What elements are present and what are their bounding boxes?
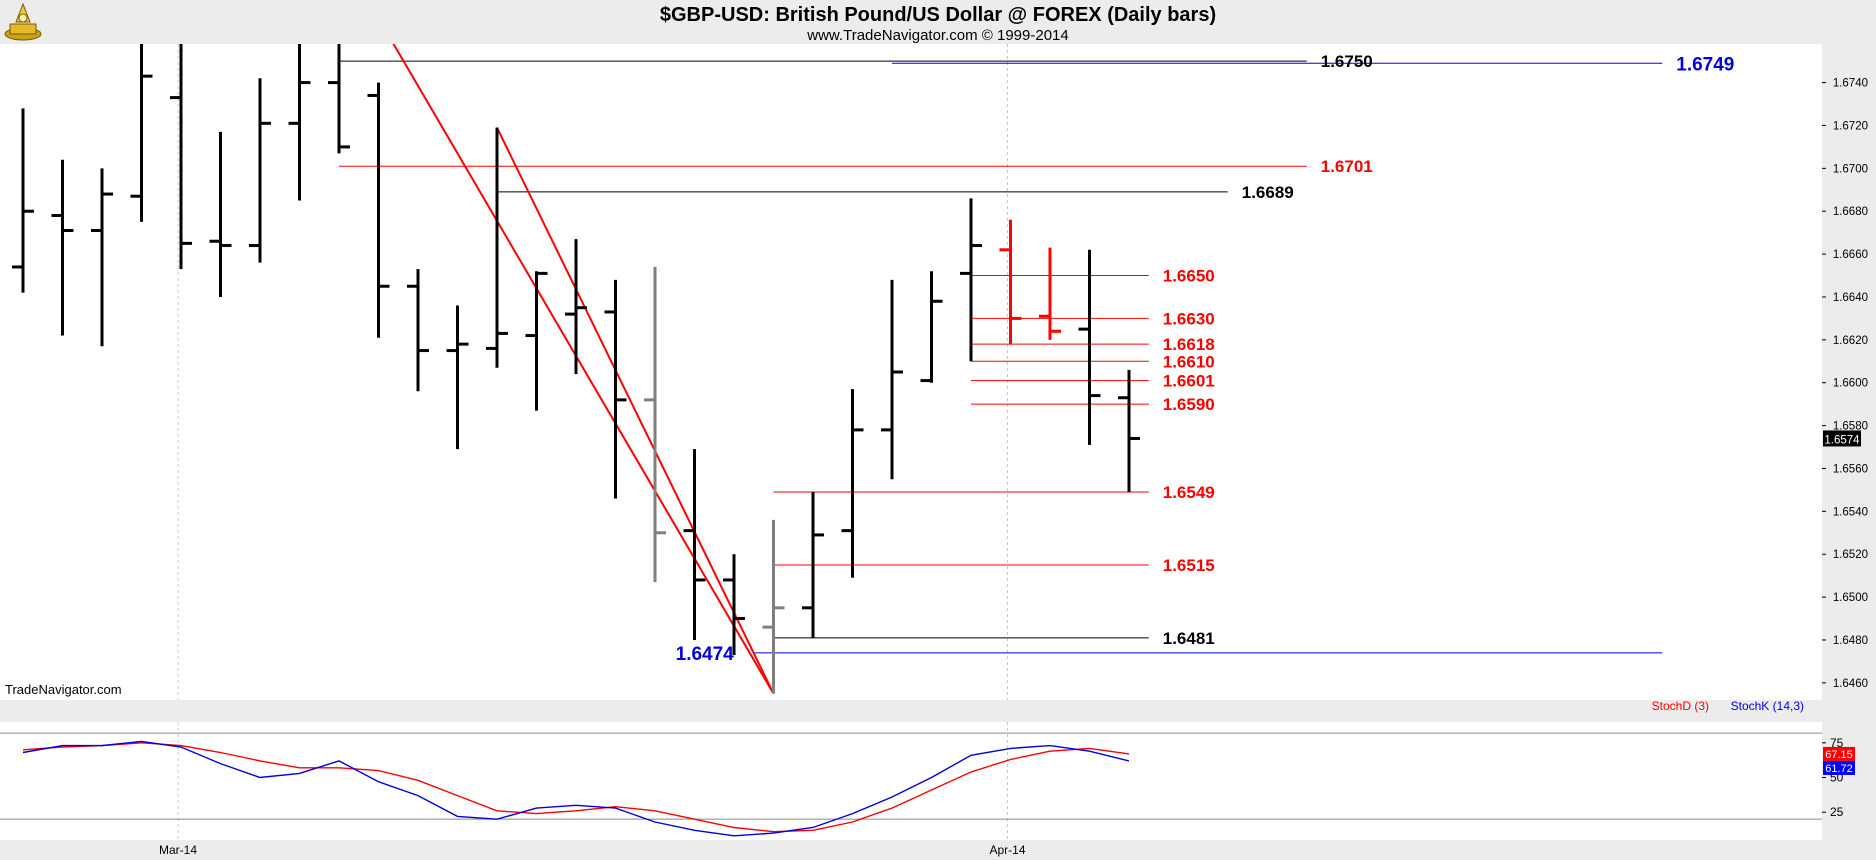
trade-navigator-logo-icon bbox=[4, 2, 42, 41]
price-level-label: 1.6515 bbox=[1163, 556, 1215, 575]
ohlc-bar bbox=[1118, 369, 1140, 493]
last-price-tag bbox=[1823, 430, 1861, 447]
ohlc-bar bbox=[881, 279, 903, 480]
y-tick-label: 1.6620 bbox=[1833, 335, 1868, 347]
ohlc-bar bbox=[565, 239, 587, 375]
y-tick-label: 1.6460 bbox=[1833, 678, 1868, 690]
y-tick-label: 1.6500 bbox=[1833, 592, 1868, 604]
ohlc-bar bbox=[249, 78, 271, 263]
stoch-legend-d: StochD (3) bbox=[1652, 699, 1709, 713]
title-block: $GBP-USD: British Pound/US Dollar @ FORE… bbox=[0, 0, 1876, 44]
x-tick-label: Apr-14 bbox=[989, 843, 1025, 857]
price-level-label: 1.6590 bbox=[1163, 395, 1215, 414]
ohlc-bar bbox=[130, 44, 153, 222]
ohlc-bar bbox=[91, 168, 113, 347]
ohlc-bar bbox=[604, 279, 627, 499]
x-tick-label: Mar-14 bbox=[159, 843, 197, 857]
price-level-label: 1.6701 bbox=[1321, 157, 1373, 176]
chart-title: $GBP-USD: British Pound/US Dollar @ FORE… bbox=[659, 4, 1217, 26]
ohlc-bar bbox=[51, 159, 74, 336]
y-tick-label: 1.6480 bbox=[1833, 635, 1868, 647]
ohlc-bar bbox=[486, 127, 508, 368]
trend-line bbox=[496, 127, 775, 695]
stoch-d-value-label: 67.15 bbox=[1825, 749, 1853, 761]
ohlc-bar bbox=[1039, 247, 1061, 340]
price-level-label: 1.6630 bbox=[1163, 309, 1215, 328]
y-tick-label: 1.6600 bbox=[1833, 378, 1868, 390]
ohlc-bar bbox=[802, 492, 824, 638]
ohlc-bar bbox=[999, 219, 1022, 345]
stoch-line-k bbox=[22, 740, 1130, 837]
y-tick-label: 1.6640 bbox=[1833, 292, 1868, 304]
y-tick-label: 1.6680 bbox=[1833, 206, 1868, 218]
ohlc-bar bbox=[367, 82, 390, 338]
price-level-label: 1.6750 bbox=[1321, 52, 1373, 71]
price-level-label: 1.6689 bbox=[1242, 183, 1294, 202]
y-tick-label: 1.6740 bbox=[1833, 78, 1868, 90]
ohlc-bar bbox=[1078, 249, 1101, 445]
ohlc-bar bbox=[446, 305, 469, 450]
stoch-k-value-label: 61.72 bbox=[1825, 763, 1853, 775]
price-level-label: 1.6749 bbox=[1676, 54, 1734, 75]
y-tick-label: 1.6540 bbox=[1833, 506, 1868, 518]
price-level-label: 1.6549 bbox=[1163, 483, 1215, 502]
ohlc-bar bbox=[525, 271, 548, 411]
ohlc-bar bbox=[723, 554, 745, 655]
y-tick-label: 1.6520 bbox=[1833, 549, 1868, 561]
price-level-label: 1.6481 bbox=[1163, 629, 1215, 648]
stoch-d-value-tag bbox=[1823, 746, 1855, 761]
price-level-label: 1.6474 bbox=[676, 644, 735, 665]
y-tick-label: 1.6720 bbox=[1833, 120, 1868, 132]
price-level-label: 1.6650 bbox=[1163, 267, 1215, 286]
y-tick-label: 1.6660 bbox=[1833, 249, 1868, 261]
ohlc-bar bbox=[644, 266, 666, 583]
stoch-y-tick-label: 75 bbox=[1830, 736, 1844, 750]
ohlc-bar bbox=[170, 44, 192, 270]
y-tick-label: 1.6560 bbox=[1833, 463, 1868, 475]
stochastic-panel bbox=[0, 722, 1822, 840]
price-level-label: 1.6610 bbox=[1163, 352, 1215, 371]
price-plot-area bbox=[12, 44, 1663, 700]
ohlc-bar bbox=[407, 269, 429, 392]
ohlc-bar bbox=[209, 131, 232, 297]
ohlc-bar bbox=[960, 198, 982, 362]
ohlc-bar bbox=[920, 271, 943, 383]
ohlc-bar bbox=[841, 389, 864, 578]
y-tick-label: 1.6580 bbox=[1833, 421, 1868, 433]
watermark-label: TradeNavigator.com bbox=[5, 682, 122, 697]
stoch-legend-k: StochK (14,3) bbox=[1731, 699, 1804, 713]
chart-subtitle: www.TradeNavigator.com © 1999-2014 bbox=[807, 27, 1069, 44]
stoch-k-value-tag bbox=[1823, 760, 1855, 775]
price-level-label: 1.6601 bbox=[1163, 372, 1215, 391]
ohlc-bar bbox=[683, 449, 706, 640]
ohlc-bar bbox=[328, 44, 350, 154]
ohlc-bar bbox=[12, 108, 34, 293]
last-price-tag-label: 1.6574 bbox=[1824, 434, 1860, 446]
price-level-label: 1.6618 bbox=[1163, 335, 1215, 354]
y-tick-label: 1.6700 bbox=[1833, 163, 1868, 175]
ohlc-bar bbox=[288, 44, 311, 201]
stoch-line-d bbox=[22, 742, 1130, 833]
price-panel bbox=[0, 44, 1822, 700]
ohlc-bar bbox=[762, 519, 785, 694]
stoch-y-tick-label: 25 bbox=[1830, 805, 1844, 819]
